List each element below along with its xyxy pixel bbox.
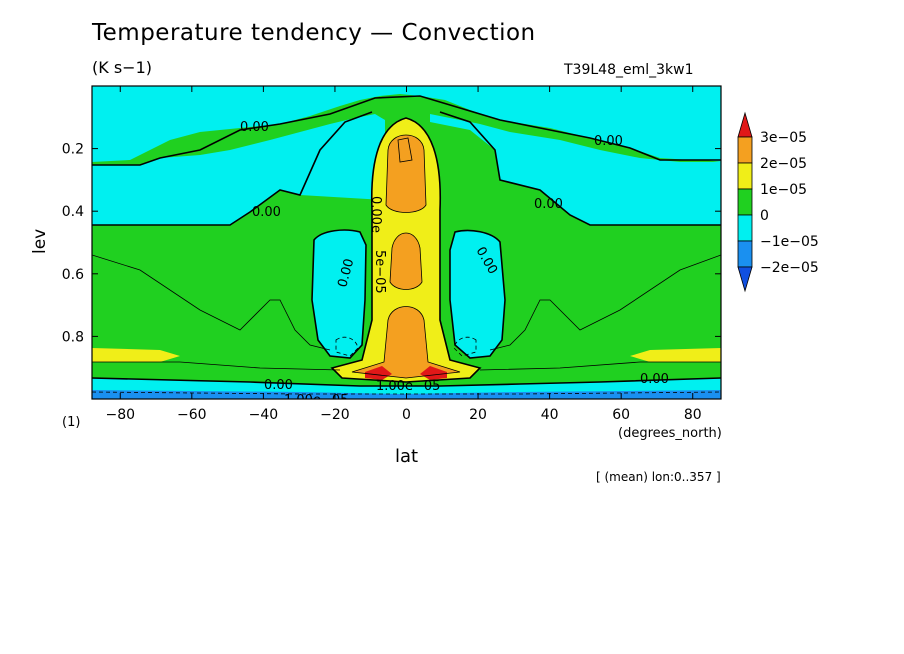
region-upper-negative (92, 86, 721, 162)
contour-label-core: 5e−05 (372, 250, 387, 294)
contour-label-center-low: 1.00e−05 (376, 379, 440, 394)
chart-title: Temperature tendency — Convection (92, 20, 536, 46)
colorbar-bin-yellow (737, 162, 753, 190)
colorbar-bottom-triangle (737, 266, 753, 293)
region-surface-yellow-right (630, 348, 721, 362)
run-name: T39L48_eml_3kw1 (564, 62, 694, 78)
x-tick-label: −60 (177, 407, 207, 423)
region-orange-upper (386, 135, 426, 213)
x-axis-unit: (degrees_north) (618, 426, 722, 441)
y-axis-unit: (1) (62, 415, 81, 430)
x-tick-label: 20 (469, 407, 487, 423)
averaging-note: [ (mean) lon:0..357 ] (596, 470, 721, 484)
colorbar: 3e−05 2e−05 1e−05 0 −1e−05 −2e−05 (737, 111, 819, 293)
x-tick-label: −80 (105, 407, 135, 423)
contour-labels: 0.00 0.00 0.00 0.00 0.00 0.00 0.00 0.00 … (240, 120, 669, 408)
region-lobe-left (312, 230, 366, 358)
region-red-max-left (365, 366, 392, 380)
region-red-max-right (420, 366, 447, 380)
x-tick-label: 40 (541, 407, 559, 423)
x-axis-label: lat (395, 446, 419, 467)
thin-contours (92, 134, 721, 379)
region-orange-middle (390, 233, 422, 290)
contour-label-zero: 0.00 (594, 134, 623, 149)
zero-contours (92, 95, 721, 387)
contour-label-zero: 0.00 (240, 120, 269, 135)
colorbar-label: 3e−05 (760, 130, 807, 146)
contour-label-center: 0.00e (368, 196, 383, 233)
contour-label-zero: 0.00 (534, 197, 563, 212)
contour-label-zero: 0.00 (335, 257, 357, 289)
x-tick-label: 0 (402, 407, 411, 423)
x-tick-label: −40 (249, 407, 279, 423)
colorbar-bin-blue (737, 240, 753, 268)
negative-contours (92, 336, 721, 395)
x-axis-ticks: −80 −60 −40 −20 0 20 40 60 80 (105, 86, 702, 423)
region-lobe-right (450, 230, 505, 358)
y-tick-label: 0.8 (62, 329, 84, 345)
region-surface-yellow-left (92, 348, 180, 362)
colorbar-bin-cyan (737, 214, 753, 242)
y-tick-label: 0.2 (62, 142, 84, 158)
colorbar-top-triangle (737, 111, 753, 138)
x-tick-label: 60 (612, 407, 630, 423)
y-tick-label: 0.6 (62, 267, 84, 283)
x-tick-label: −20 (320, 407, 350, 423)
contour-label-zero: 0.00 (252, 205, 281, 220)
colorbar-label: 1e−05 (760, 182, 807, 198)
region-upper-negative-lower (92, 114, 385, 225)
y-axis-ticks: 0.2 0.4 0.6 0.8 (62, 142, 721, 345)
colorbar-bin-orange (737, 136, 753, 164)
colorbar-bin-green (737, 188, 753, 216)
colorbar-label: −2e−05 (760, 260, 819, 276)
plot-area: 0.00 0.00 0.00 0.00 0.00 0.00 0.00 0.00 … (92, 86, 721, 408)
x-tick-label: 80 (684, 407, 702, 423)
colorbar-label: 0 (760, 208, 769, 224)
contour-label-zero: 0.00 (640, 372, 669, 387)
y-tick-label: 0.4 (62, 204, 84, 220)
colorbar-label: −1e−05 (760, 234, 819, 250)
units-label: (K s−1) (92, 58, 152, 77)
colorbar-label: 2e−05 (760, 156, 807, 172)
region-upper-negative-lower-right (430, 114, 721, 225)
region-orange-lower (352, 306, 460, 378)
contour-label-near-surface: 1.00e−05 (284, 393, 348, 408)
contour-label-zero: 0.00 (264, 378, 293, 393)
